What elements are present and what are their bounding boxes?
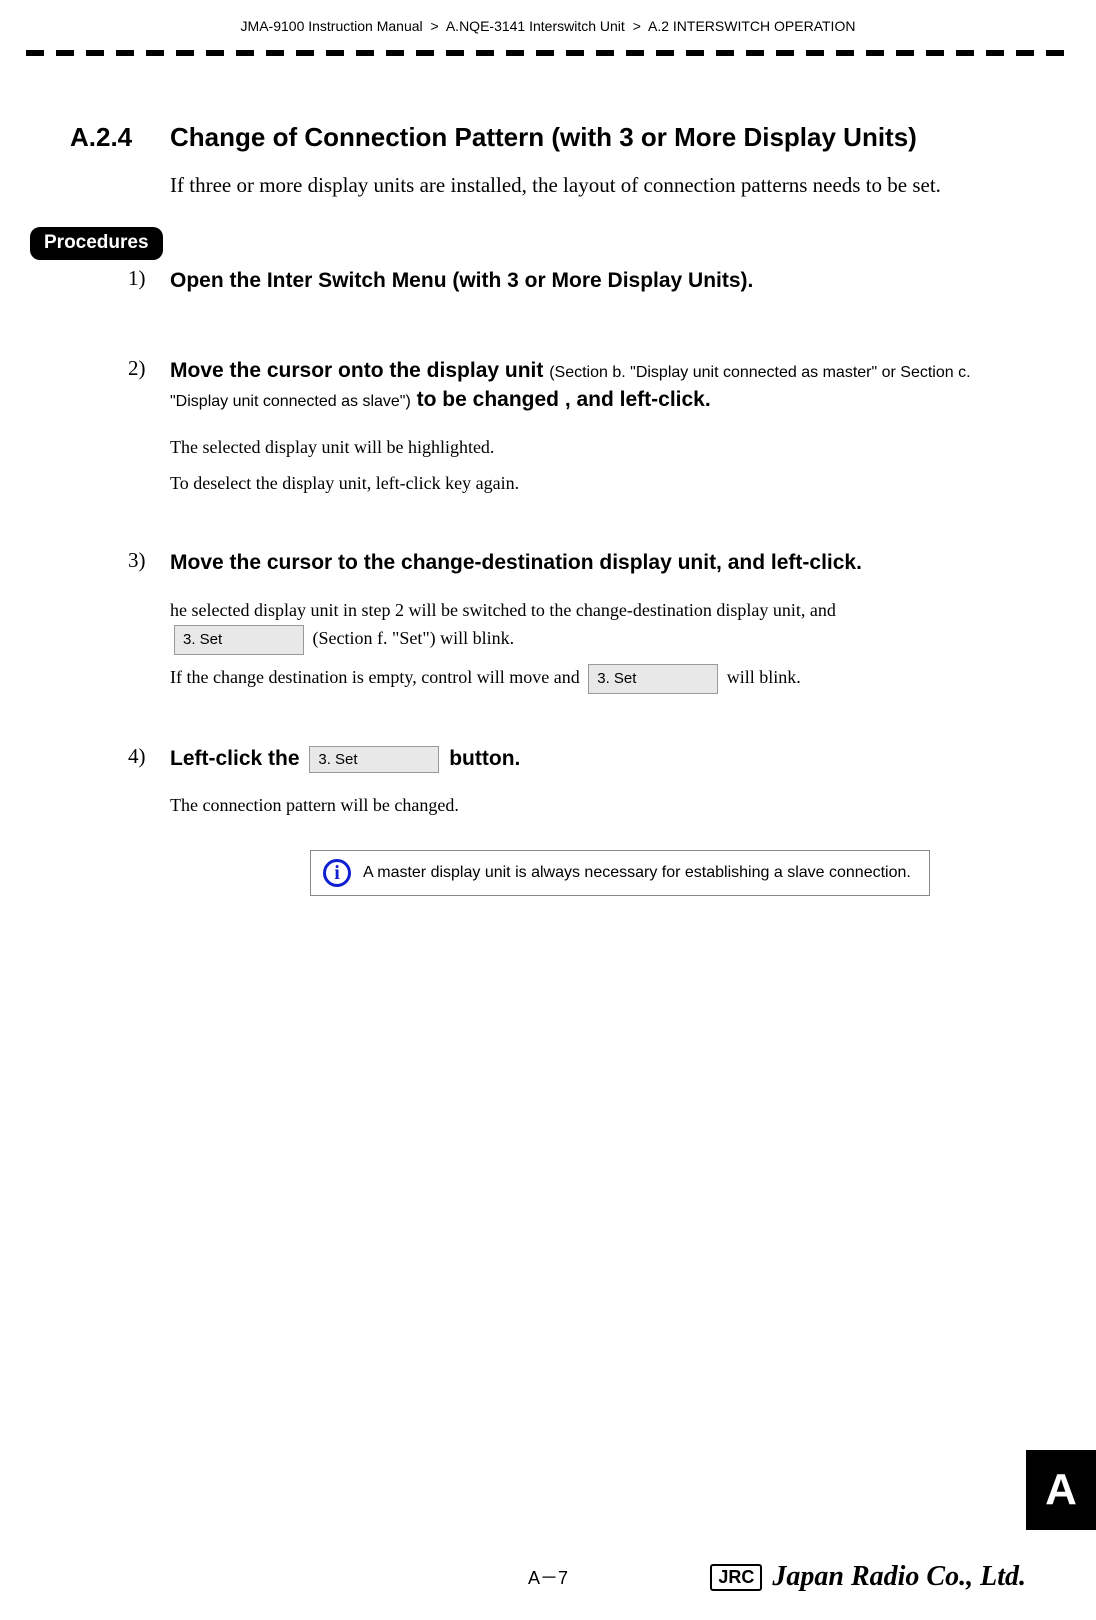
- page-number: A－7: [528, 1564, 568, 1590]
- step-2-body: The selected display unit will be highli…: [170, 433, 1026, 499]
- step-1-num: 1): [128, 266, 146, 291]
- info-text: A master display unit is always necessar…: [363, 863, 911, 884]
- step-3-body-2b: will blink.: [727, 667, 801, 687]
- step-1-title: Open the Inter Switch Menu (with 3 or Mo…: [170, 266, 1026, 295]
- set-button-3[interactable]: 3. Set: [309, 746, 439, 773]
- step-4-title-a: Left-click the: [170, 747, 305, 770]
- step-3-body-1: he selected display unit in step 2 will …: [170, 596, 1026, 656]
- section-title: Change of Connection Pattern (with 3 or …: [170, 122, 917, 153]
- step-2-body-1: The selected display unit will be highli…: [170, 433, 1026, 462]
- step-2-title-a: Move the cursor onto the display unit: [170, 359, 549, 382]
- step-3-title: Move the cursor to the change-destinatio…: [170, 548, 1026, 577]
- step-1: 1) Open the Inter Switch Menu (with 3 or…: [170, 266, 1026, 295]
- footer-brand: JRC Japan Radio Co., Ltd.: [710, 1561, 1026, 1593]
- step-4: 4) Left-click the 3. Set button. The con…: [170, 744, 1026, 896]
- step-4-body-1: The connection pattern will be changed.: [170, 791, 1026, 820]
- step-3-body-1b: (Section f. "Set") will blink.: [313, 628, 515, 648]
- breadcrumb-sep1: >: [427, 18, 443, 34]
- breadcrumb-part3: A.2 INTERSWITCH OPERATION: [648, 18, 855, 34]
- dashed-divider: [26, 48, 1070, 58]
- step-3-body-2: If the change destination is empty, cont…: [170, 663, 1026, 694]
- step-2-title: Move the cursor onto the display unit (S…: [170, 356, 1026, 415]
- step-4-title: Left-click the 3. Set button.: [170, 744, 1026, 773]
- step-4-num: 4): [128, 744, 146, 769]
- step-2-num: 2): [128, 356, 146, 381]
- breadcrumb: JMA-9100 Instruction Manual > A.NQE-3141…: [0, 0, 1096, 42]
- step-4-title-b: button.: [449, 747, 520, 770]
- section-heading: A.2.4 Change of Connection Pattern (with…: [70, 122, 1026, 153]
- info-box: i A master display unit is always necess…: [310, 850, 930, 896]
- brand-name: Japan Radio Co., Ltd.: [772, 1561, 1026, 1593]
- section-intro: If three or more display units are insta…: [170, 171, 1026, 199]
- step-4-body: The connection pattern will be changed.: [170, 791, 1026, 820]
- step-3-body: he selected display unit in step 2 will …: [170, 596, 1026, 695]
- breadcrumb-part1: JMA-9100 Instruction Manual: [241, 18, 423, 34]
- step-2-body-2: To deselect the display unit, left-click…: [170, 469, 1026, 498]
- procedures-label: Procedures: [30, 227, 163, 260]
- set-button-1[interactable]: 3. Set: [174, 625, 304, 655]
- step-2-title-b: to be changed , and left-click.: [411, 388, 711, 411]
- info-icon: i: [323, 859, 351, 887]
- step-3-num: 3): [128, 548, 146, 573]
- step-3-body-1a: he selected display unit in step 2 will …: [170, 600, 836, 620]
- breadcrumb-part2: A.NQE-3141 Interswitch Unit: [446, 18, 625, 34]
- appendix-tab: A: [1026, 1450, 1096, 1530]
- step-3-body-2a: If the change destination is empty, cont…: [170, 667, 584, 687]
- set-button-2[interactable]: 3. Set: [588, 664, 718, 694]
- footer: A－7 JRC Japan Radio Co., Ltd.: [0, 1564, 1096, 1590]
- step-2: 2) Move the cursor onto the display unit…: [170, 356, 1026, 498]
- section-number: A.2.4: [70, 122, 170, 153]
- step-3: 3) Move the cursor to the change-destina…: [170, 548, 1026, 694]
- breadcrumb-sep2: >: [629, 18, 645, 34]
- jrc-logo: JRC: [710, 1564, 762, 1591]
